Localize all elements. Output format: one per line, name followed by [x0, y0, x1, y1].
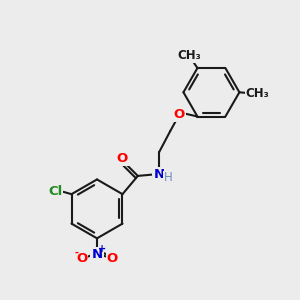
Text: -: -	[74, 248, 78, 258]
Text: N: N	[153, 168, 165, 181]
Text: O: O	[107, 252, 118, 265]
Text: +: +	[98, 244, 106, 254]
Text: CH₃: CH₃	[177, 49, 201, 62]
Text: H: H	[164, 172, 172, 184]
Text: O: O	[117, 152, 128, 165]
Text: O: O	[76, 252, 87, 265]
Text: CH₃: CH₃	[245, 87, 269, 100]
Text: N: N	[92, 248, 103, 261]
Text: Cl: Cl	[48, 185, 62, 198]
Text: O: O	[173, 108, 185, 121]
